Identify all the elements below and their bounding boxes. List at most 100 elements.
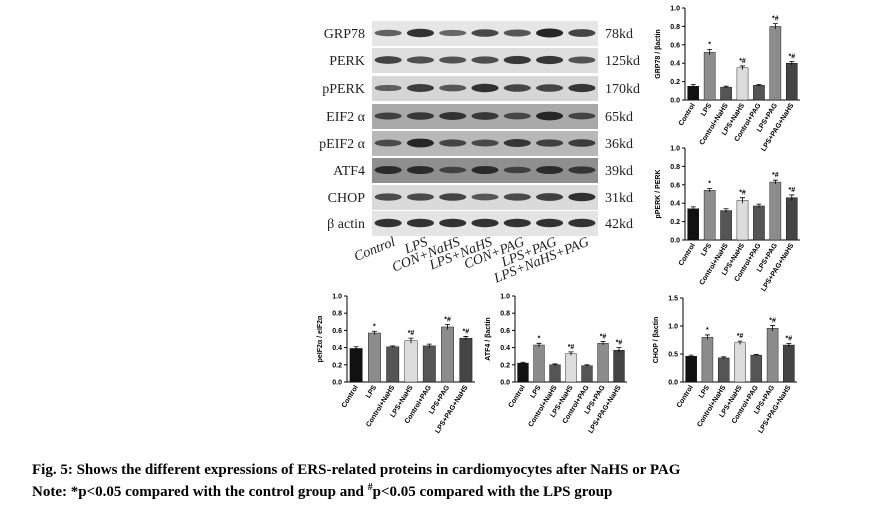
y-axis-label: ATF4 / βactin — [485, 317, 492, 360]
error-bar — [723, 85, 729, 89]
bar — [517, 362, 529, 383]
y-tick-label: 1.0 — [500, 294, 510, 301]
blot-band — [439, 218, 467, 228]
bar — [736, 200, 749, 241]
protein-label: GRP78 — [324, 27, 365, 42]
blot-band — [536, 218, 564, 228]
blot-band — [503, 84, 531, 92]
significance: *# — [568, 344, 575, 351]
bar — [703, 190, 716, 241]
y-tick-label: 0.6 — [500, 328, 510, 335]
x-tick-label: Control — [678, 102, 697, 127]
blot-band — [536, 139, 564, 147]
blot-band — [471, 218, 499, 228]
bar — [786, 197, 798, 241]
blot-band — [374, 218, 402, 228]
error-bar — [426, 343, 432, 348]
significance: * — [708, 41, 711, 48]
error-bar — [707, 188, 713, 193]
bar — [613, 349, 625, 383]
y-axis-label: GRP78 / βactin — [655, 29, 662, 78]
protein-label: ATF4 — [333, 164, 365, 179]
western-blot: GRP78 78kd PERK 125kd pPERK 170kd EIF2 α 65kd pE… — [319, 21, 640, 287]
y-tick-label: 0.4 — [500, 345, 510, 352]
blot-band — [439, 166, 467, 174]
y-tick-label: 0.2 — [500, 362, 510, 369]
error-bar — [371, 330, 377, 335]
x-tick-label: LPS — [530, 384, 543, 400]
blot-band — [536, 55, 564, 65]
significance: *# — [408, 330, 415, 337]
blot-band — [568, 29, 596, 37]
y-tick-label: 0.2 — [670, 79, 680, 86]
y-tick-label: 1.0 — [670, 6, 680, 13]
blot-band — [503, 55, 531, 65]
significance: * — [706, 327, 709, 334]
significance: *# — [444, 316, 451, 323]
error-bar — [600, 341, 606, 346]
significance: * — [373, 323, 376, 330]
error-bar — [789, 60, 795, 66]
bar — [386, 346, 400, 383]
bar — [734, 342, 746, 383]
blot-band — [471, 193, 499, 201]
blot-band — [568, 139, 596, 147]
y-tick-label: 1.5 — [668, 296, 678, 303]
bar — [349, 348, 363, 383]
size-label: 31kd — [605, 191, 633, 206]
y-tick-label: 0.0 — [670, 238, 680, 245]
blot-band — [471, 56, 499, 64]
blot-band — [374, 112, 402, 120]
significance: *# — [463, 328, 470, 335]
x-tick-label: Control — [676, 384, 695, 409]
blot-band — [439, 56, 467, 64]
blot-band — [374, 29, 402, 37]
significance: *# — [616, 340, 623, 347]
size-label: 36kd — [605, 137, 633, 152]
caption-note: Note: *p<0.05 compared with the control … — [32, 482, 612, 500]
error-bar — [721, 356, 727, 360]
significance: *# — [769, 317, 776, 324]
bar — [549, 364, 561, 383]
note-mark: # — [368, 482, 373, 493]
error-bar — [786, 342, 792, 347]
bar — [753, 85, 765, 101]
error-bar — [353, 346, 359, 351]
error-bar — [756, 83, 762, 87]
y-tick-label: 0.4 — [332, 345, 342, 352]
protein-label: EIF2 α — [326, 110, 366, 125]
size-label: 125kd — [605, 54, 640, 69]
blot-band — [406, 112, 434, 120]
blot-band — [471, 112, 499, 120]
y-tick-label: 0.2 — [332, 362, 342, 369]
y-axis-label: CHOP / βactin — [653, 317, 660, 364]
blot-band — [503, 193, 531, 201]
error-bar — [568, 351, 574, 356]
blot-band — [536, 165, 564, 175]
error-bar — [707, 49, 713, 55]
error-bar — [536, 342, 542, 347]
y-tick-label: 0.6 — [332, 328, 342, 335]
blot-band — [568, 192, 596, 202]
error-bar — [723, 208, 729, 213]
protein-label: PERK — [329, 54, 365, 69]
bar — [687, 85, 700, 101]
error-bar — [690, 83, 696, 89]
error-bar — [552, 363, 558, 366]
y-axis-label: pPERK / PERK — [655, 169, 662, 218]
significance: * — [538, 335, 541, 342]
y-tick-label: 0.8 — [332, 311, 342, 318]
blot-band — [374, 56, 402, 64]
bar — [720, 210, 732, 241]
bar — [459, 337, 473, 383]
x-tick-label: LPS — [700, 102, 713, 118]
error-bar — [772, 179, 778, 184]
significance: *# — [772, 172, 779, 179]
blot-band — [374, 166, 402, 174]
error-bar — [690, 206, 696, 211]
blot-band — [471, 139, 499, 147]
blot-band — [503, 29, 531, 37]
error-bar — [740, 65, 745, 70]
x-tick-label: LPS — [698, 384, 711, 400]
error-bar — [772, 23, 778, 30]
